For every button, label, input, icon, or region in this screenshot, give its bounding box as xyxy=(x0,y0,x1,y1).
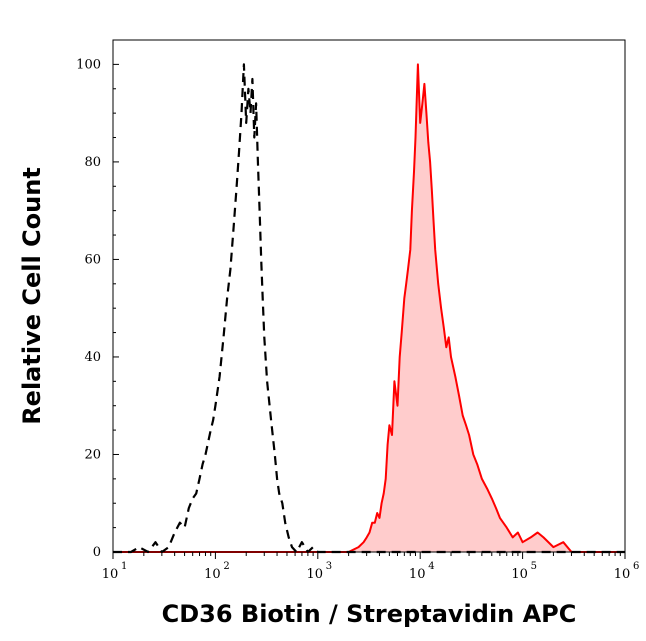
x-axis-title: CD36 Biotin / Streptavidin APC xyxy=(162,600,577,628)
y-tick-label: 60 xyxy=(84,252,101,267)
x-tick-exponent: 2 xyxy=(223,561,229,572)
series-line-solid xyxy=(113,63,625,553)
x-tick-label: 10 xyxy=(307,567,324,582)
x-tick-exponent: 1 xyxy=(121,561,127,572)
y-axis: 0 20 40 60 80 100 xyxy=(76,57,119,560)
x-tick-exponent: 6 xyxy=(633,561,639,572)
plot-series xyxy=(113,63,625,554)
y-axis-title: Relative Cell Count xyxy=(18,167,46,425)
series-fill-solid xyxy=(113,64,625,553)
y-tick-label: 100 xyxy=(76,57,101,72)
x-tick-label: 10 xyxy=(204,567,221,582)
series-line-dashed xyxy=(113,63,625,554)
x-tick-label: 10 xyxy=(614,567,631,582)
x-tick-exponent: 3 xyxy=(326,561,332,572)
x-tick-exponent: 5 xyxy=(531,561,537,572)
x-tick-label: 10 xyxy=(102,567,119,582)
y-tick-label: 80 xyxy=(84,155,101,170)
x-tick-label: 10 xyxy=(409,567,426,582)
x-tick-label: 10 xyxy=(511,567,528,582)
y-tick-label: 0 xyxy=(93,545,101,560)
y-tick-label: 40 xyxy=(84,350,101,365)
plot-frame xyxy=(112,39,626,553)
y-tick-label: 20 xyxy=(84,447,101,462)
x-tick-exponent: 4 xyxy=(428,561,434,572)
